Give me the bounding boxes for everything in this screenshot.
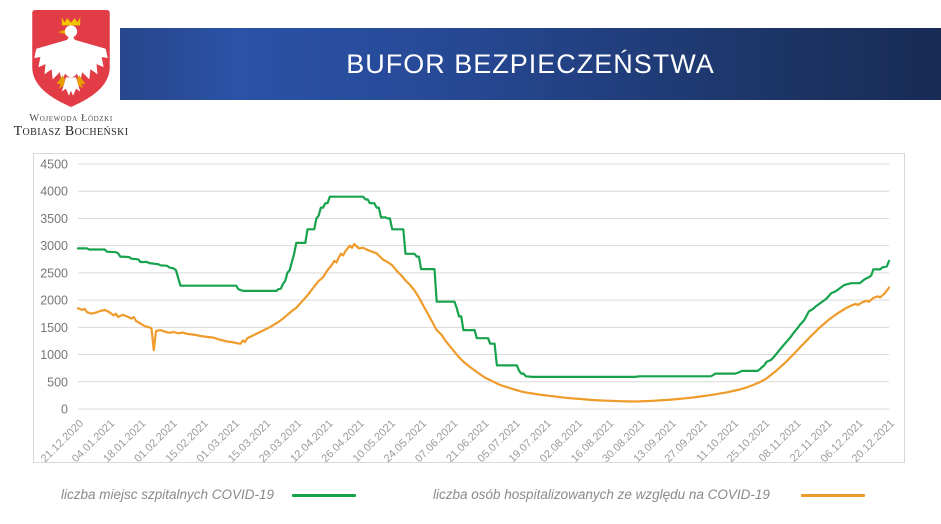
y-axis-label: 3500 [40, 212, 68, 226]
eagle-right-wing [74, 39, 108, 82]
y-axis-label: 4000 [40, 185, 68, 199]
chart-svg: 05001000150020002500300035004000450021.1… [39, 158, 897, 466]
y-axis-label: 500 [47, 375, 68, 389]
beak-shape [57, 29, 66, 35]
eagle-left-wing [34, 39, 68, 82]
chart-legend: liczba miejsc szpitalnych COVID-19 liczb… [0, 478, 941, 520]
eagle-right-talon [77, 75, 86, 89]
eagle-left-talon [56, 75, 65, 89]
polish-eagle-icon [32, 10, 110, 107]
eagle-tail [61, 77, 81, 96]
logo-person-name: Tobiasz Bocheński [13, 124, 129, 139]
y-axis-label: 0 [61, 403, 68, 417]
legend-label-hospitalized: liczba osób hospitalizowanych ze względu… [433, 487, 770, 502]
logo-office-name: Wojewoda Łódzki [29, 113, 113, 124]
y-axis-label: 2500 [40, 266, 68, 280]
title-banner: BUFOR BEZPIECZEŃSTWA [120, 28, 941, 100]
y-axis-label: 4500 [40, 158, 68, 172]
page-title: BUFOR BEZPIECZEŃSTWA [346, 48, 715, 79]
y-axis-label: 3000 [40, 239, 68, 253]
chart-area: 0 500 1000 1500 2000 2500 3000 3500 4000 4500 21.1… [33, 153, 905, 466]
series-line-beds [76, 195, 891, 378]
y-axis-label: 2000 [40, 294, 68, 308]
crown-shape [61, 17, 81, 26]
voivode-logo: Wojewoda Łódzki Tobiasz Bocheński [10, 8, 132, 140]
legend-swatch-hospitalized [801, 494, 865, 497]
legend-swatch-beds [292, 494, 356, 497]
y-axis-label: 1000 [40, 348, 68, 362]
legend-label-beds: liczba miejsc szpitalnych COVID-19 [61, 487, 275, 502]
eagle-head [64, 25, 78, 38]
y-axis-label: 1500 [40, 321, 68, 335]
series-line-hospitalized [76, 242, 891, 403]
